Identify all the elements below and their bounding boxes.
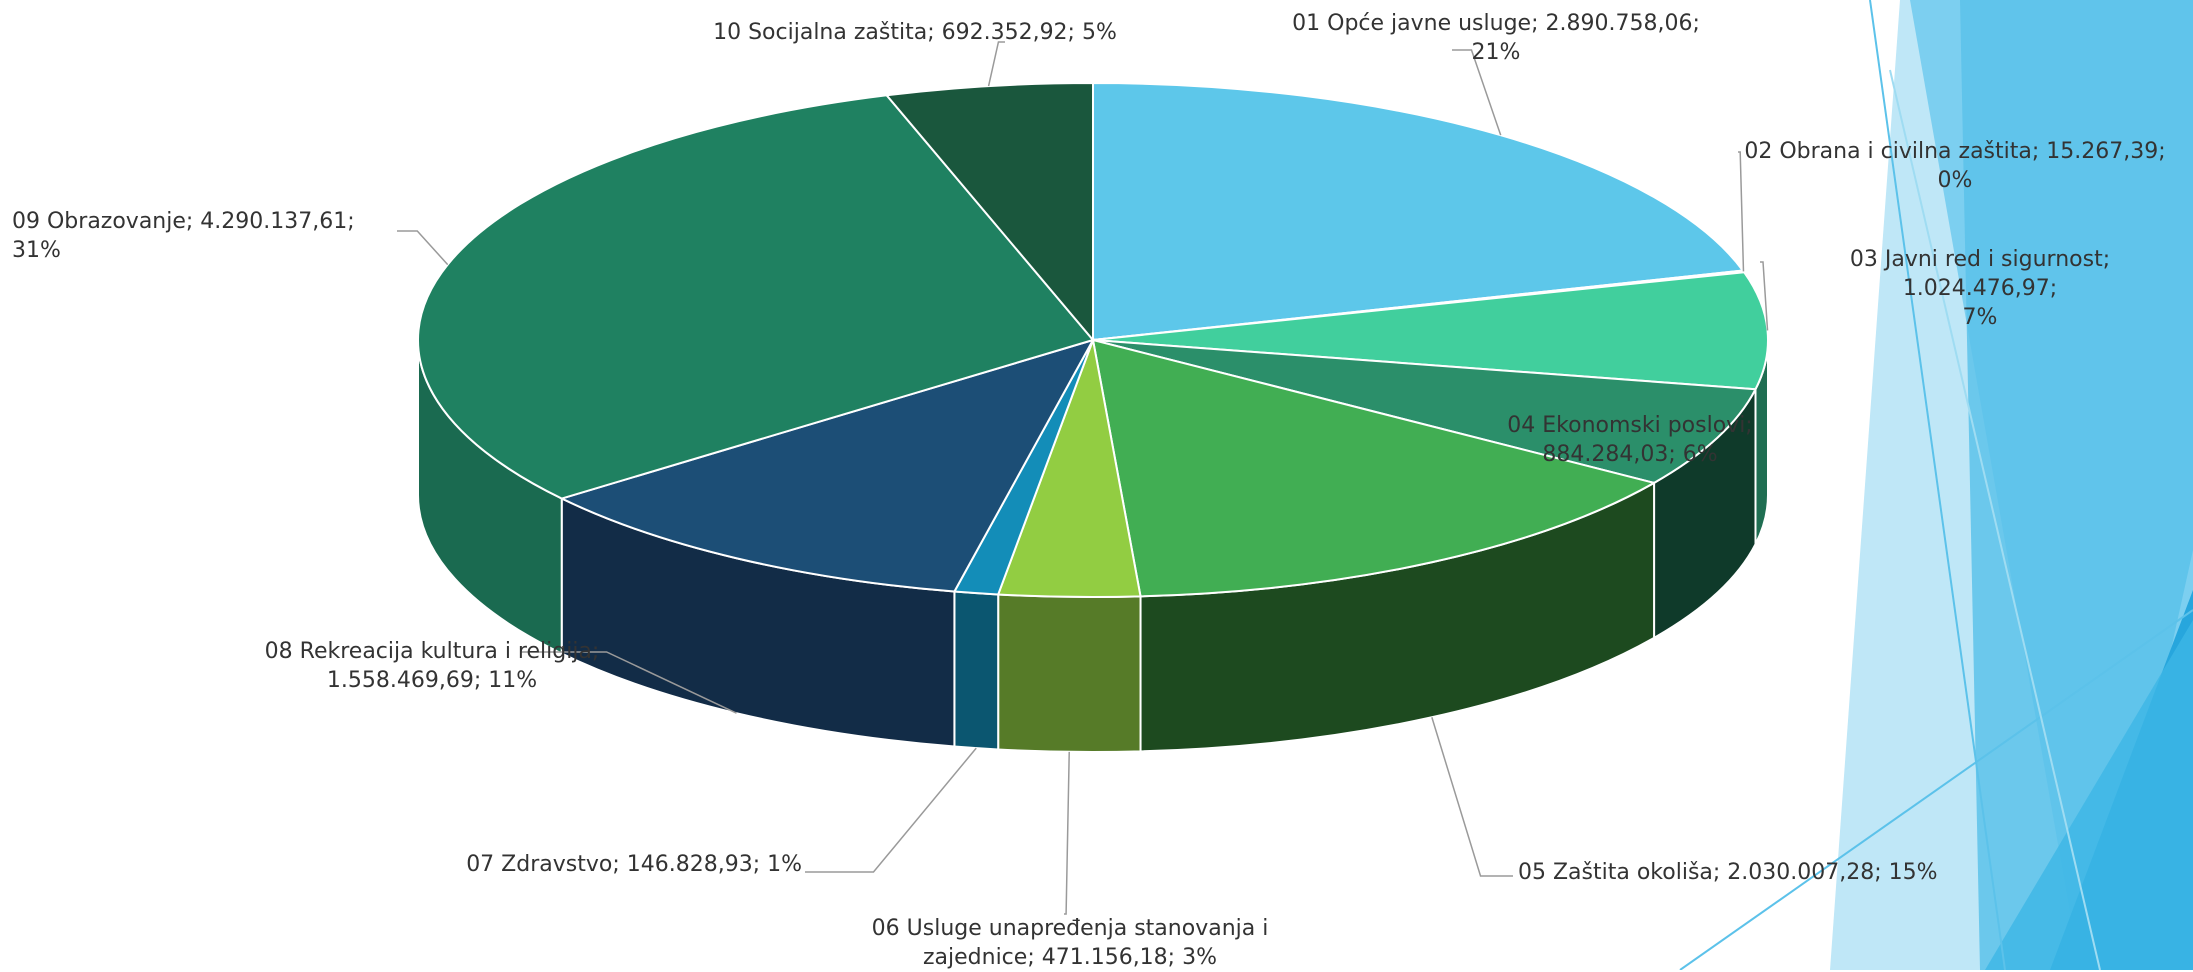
pie-slice-5 — [1091, 338, 1657, 598]
data-label-08: 08 Rekreacija kultura i religija; 1.558.… — [264, 639, 600, 693]
deco-thin-line-1 — [1869, 0, 2006, 970]
leader-line-6 — [1064, 751, 1070, 915]
pie-slice-9 — [417, 94, 1095, 500]
deco-thin-line-3 — [1889, 69, 2101, 970]
data-label-09: 09 Obrazovanje; 4.290.137,61; 31% — [12, 209, 355, 263]
pie-side-7 — [953, 590, 1000, 751]
pie-tops — [417, 81, 1769, 598]
data-label-07: 07 Zdravstvo; 146.828,93; 1% — [466, 852, 802, 877]
data-label-05: 05 Zaštita okoliša; 2.030.007,28; 15% — [1518, 860, 1938, 885]
leader-line-5 — [1431, 717, 1513, 877]
pie-slice-10 — [884, 81, 1094, 343]
deco-thin-line-2 — [1679, 609, 2193, 970]
pie-sides — [417, 339, 1769, 753]
pie-slice-4 — [1092, 339, 1758, 484]
pie-slice-1 — [1092, 81, 1745, 342]
deco-lower-panel — [1985, 620, 2193, 970]
data-label-04: 04 Ekonomski poslovi; 884.284,03; 6% — [1507, 413, 1753, 467]
pie-slice-8 — [558, 338, 1096, 593]
leader-lines — [397, 41, 1769, 915]
leader-line-7 — [805, 747, 977, 873]
data-label-10: 10 Socijalna zaštita; 692.352,92; 5% — [713, 20, 1117, 45]
leader-line-2 — [1738, 151, 1745, 272]
data-label-03: 03 Javni red i sigurnost; 1.024.476,97; … — [1849, 247, 2111, 330]
leader-line-10 — [987, 41, 1005, 87]
data-label-02: 02 Obrana i civilna zaštita; 15.267,39; … — [1744, 139, 2166, 193]
leader-line-1 — [1452, 49, 1502, 136]
pie-side-6 — [997, 593, 1142, 753]
data-label-01: 01 Opće javne usluge; 2.890.758,06; 21% — [1292, 11, 1700, 65]
leader-line-9 — [397, 230, 449, 266]
data-label-06: 06 Usluge unapređenja stanovanja i zajed… — [871, 916, 1269, 970]
leader-line-8 — [520, 651, 737, 714]
leader-line-3 — [1760, 261, 1769, 331]
